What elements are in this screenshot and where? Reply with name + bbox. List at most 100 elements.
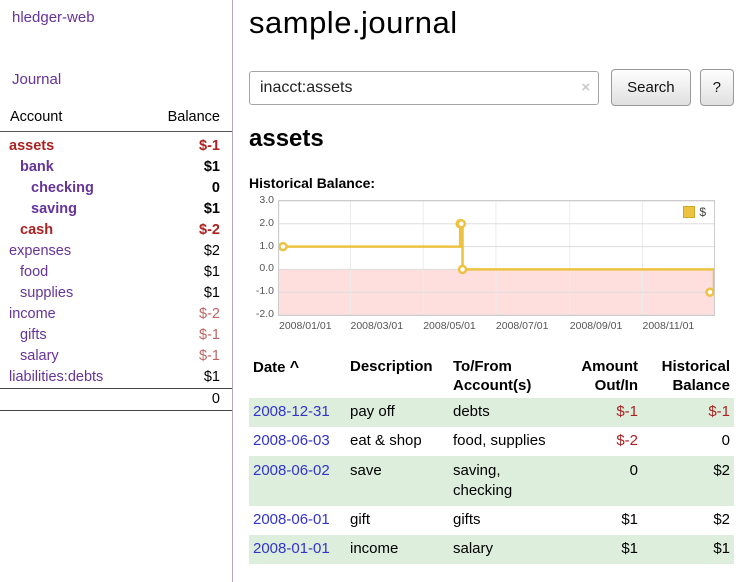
chart-svg — [279, 201, 714, 315]
accounts-total-row: 0 — [0, 387, 232, 411]
sidebar-item-journal[interactable]: Journal — [12, 71, 62, 88]
account-link[interactable]: bank — [20, 159, 54, 175]
register-row: 2008-06-01 gift gifts $1 $2 — [249, 506, 734, 535]
account-row: checking 0 — [0, 178, 232, 199]
x-tick-label: 2008/07/01 — [495, 320, 549, 332]
account-balance: $-2 — [199, 222, 220, 238]
account-balance: $1 — [203, 285, 220, 301]
account-link[interactable]: income — [9, 306, 56, 322]
transaction-balance: $2 — [713, 511, 730, 528]
account-link[interactable]: gifts — [20, 327, 47, 343]
register-row: 2008-12-31 pay off debts $-1 $-1 — [249, 397, 734, 427]
transaction-balance: $2 — [713, 461, 730, 479]
transaction-balance: $-1 — [708, 403, 730, 420]
account-row: gifts $-1 — [0, 325, 232, 346]
search-input[interactable] — [249, 70, 600, 105]
y-tick-label: 0.0 — [259, 262, 274, 275]
transaction-amount: 0 — [629, 461, 638, 479]
account-link[interactable]: food — [20, 264, 49, 280]
register-col-date[interactable]: Date ^ — [253, 359, 300, 376]
chart-y-axis: 3.0 2.0 1.0 0.0 -1.0 -2.0 — [249, 194, 274, 320]
transaction-accounts: salary — [453, 540, 494, 558]
transaction-description: gift — [350, 511, 371, 528]
transaction-date-link[interactable]: 2008-01-01 — [253, 540, 330, 558]
register-table: Date ^ Description To/From Account(s) Am… — [249, 356, 734, 564]
app-title-link[interactable]: hledger-web — [12, 9, 95, 26]
transaction-date-link[interactable]: 2008-12-31 — [253, 403, 330, 420]
account-balance: $1 — [203, 264, 220, 280]
transaction-description: save — [350, 461, 382, 479]
account-link[interactable]: expenses — [9, 243, 72, 259]
transaction-description: income — [350, 540, 399, 558]
help-button[interactable]: ? — [699, 69, 734, 106]
chart-heading: Historical Balance: — [249, 175, 376, 191]
account-row: food $1 — [0, 262, 232, 283]
transaction-amount: $-1 — [616, 403, 638, 420]
accounts-total-balance: 0 — [142, 387, 232, 411]
register-col-balance: Historical Balance — [661, 358, 730, 394]
account-heading: assets — [249, 125, 324, 152]
transaction-description: eat & shop — [350, 432, 422, 450]
y-tick-label: -1.0 — [255, 285, 274, 298]
page-title: sample.journal — [249, 5, 458, 40]
account-balance: $-1 — [199, 138, 220, 154]
transaction-amount: $1 — [621, 540, 638, 558]
accounts-col-account: Account — [0, 109, 143, 132]
transaction-accounts: saving, checking — [453, 461, 513, 499]
register-col-accounts: To/From Account(s) — [453, 358, 532, 394]
search-button[interactable]: Search — [611, 69, 691, 106]
account-balance: 0 — [211, 180, 220, 196]
account-row: liabilities:debts $1 — [0, 367, 232, 389]
register-row: 2008-06-02 save saving, checking 0 $2 — [249, 456, 734, 506]
accounts-table: Account Balance assets $-1 bank $1 checking 0… — [0, 109, 232, 411]
accounts-col-balance: Balance — [142, 109, 232, 132]
y-tick-label: 2.0 — [259, 216, 274, 229]
register-row: 2008-01-01 income salary $1 $1 — [249, 534, 734, 564]
transaction-amount: $-2 — [616, 432, 638, 450]
account-balance: $2 — [203, 243, 220, 259]
account-row: income $-2 — [0, 304, 232, 325]
account-balance: $-1 — [199, 327, 220, 343]
x-tick-label: 2008/11/01 — [642, 320, 695, 332]
account-link[interactable]: salary — [20, 348, 59, 364]
transaction-accounts: debts — [453, 403, 490, 420]
transaction-date-link[interactable]: 2008-06-03 — [253, 432, 330, 450]
chart-legend: $ — [679, 204, 710, 220]
sort-asc-icon: ^ — [289, 359, 300, 376]
account-balance: $-1 — [199, 348, 220, 364]
main-content: sample.journal × Search ? assets Histori… — [234, 0, 742, 582]
account-link[interactable]: assets — [9, 138, 55, 154]
account-balance: $1 — [203, 159, 220, 175]
account-link[interactable]: cash — [20, 222, 54, 238]
account-row: expenses $2 — [0, 241, 232, 262]
transaction-date-link[interactable]: 2008-06-01 — [253, 511, 330, 528]
x-tick-label: 2008/03/01 — [350, 320, 404, 332]
clear-search-icon[interactable]: × — [581, 78, 591, 96]
register-row: 2008-06-03 eat & shop food, supplies $-2 0 — [249, 427, 734, 456]
y-tick-label: -2.0 — [255, 308, 274, 320]
chart-plot-area: $ — [278, 200, 715, 316]
chart-x-axis: 2008/01/01 2008/03/01 2008/05/01 2008/07/01… — [279, 320, 716, 334]
transaction-description: pay off — [350, 403, 395, 420]
x-tick-label: 2008/01/01 — [279, 320, 332, 332]
account-link[interactable]: supplies — [20, 285, 74, 301]
transaction-accounts: food, supplies — [453, 432, 546, 450]
transaction-balance: 0 — [721, 432, 730, 450]
y-tick-label: 3.0 — [259, 194, 274, 206]
transaction-accounts: gifts — [453, 511, 481, 528]
account-row: cash $-2 — [0, 220, 232, 241]
account-link[interactable]: checking — [31, 180, 94, 196]
sidebar: hledger-web Journal Account Balance asse… — [0, 0, 233, 582]
y-tick-label: 1.0 — [259, 239, 274, 252]
transaction-amount: $1 — [621, 511, 638, 528]
account-link[interactable]: saving — [31, 201, 77, 217]
register-col-amount: Amount Out/In — [581, 358, 638, 394]
account-balance: $1 — [203, 201, 220, 217]
balance-chart: 3.0 2.0 1.0 0.0 -1.0 -2.0 $ 2008/01/01 2008/03… — [249, 194, 734, 338]
account-row: supplies $1 — [0, 283, 232, 304]
account-link[interactable]: liabilities:debts — [9, 369, 104, 385]
account-row: bank $1 — [0, 157, 232, 178]
transaction-date-link[interactable]: 2008-06-02 — [253, 461, 330, 479]
transaction-balance: $1 — [713, 540, 730, 558]
account-row: saving $1 — [0, 199, 232, 220]
